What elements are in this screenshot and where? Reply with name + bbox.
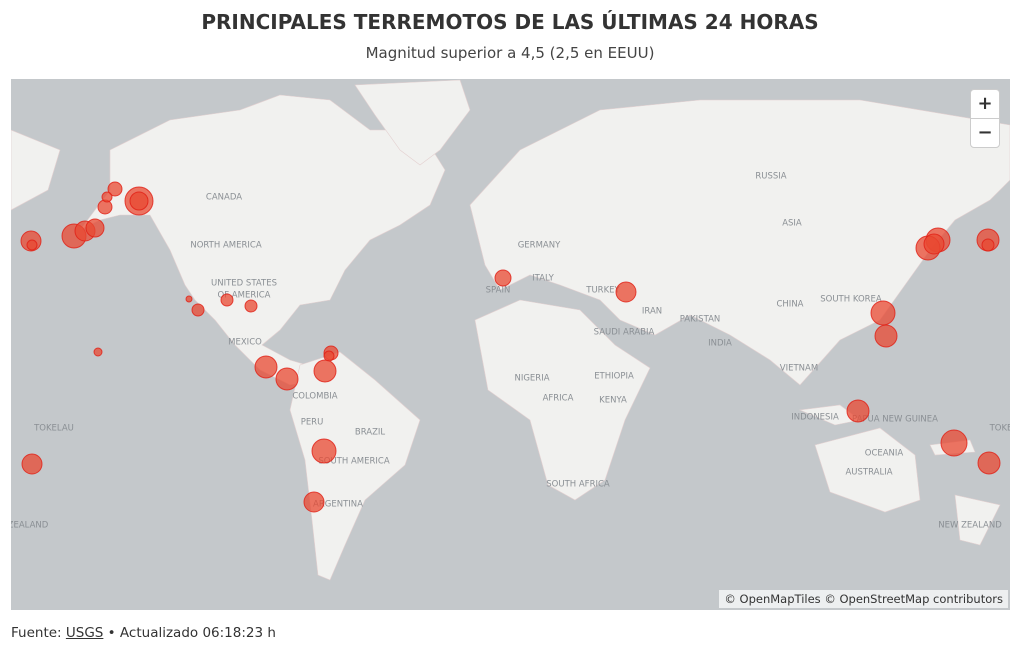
place-label: ZEALAND <box>11 521 49 531</box>
quake <box>323 350 335 362</box>
place-label: RUSSIA <box>755 172 786 182</box>
quake <box>101 191 113 203</box>
quake <box>313 359 337 383</box>
quake <box>107 181 123 197</box>
place-label: TURKEY <box>585 286 620 296</box>
place-label: SOUTH AMERICA <box>318 457 389 467</box>
footer: Fuente: USGS • Actualizado 06:18:23 h <box>11 625 276 641</box>
source-label: Fuente: <box>11 625 62 641</box>
map-labels: CANADA NORTH AMERICA UNITED STATES OF AM… <box>11 172 1010 531</box>
quake <box>93 347 103 357</box>
place-label: OF AMERICA <box>218 291 271 301</box>
place-label: AFRICA <box>543 394 574 404</box>
place-label: AUSTRALIA <box>845 468 892 478</box>
place-label: PAPUA NEW GUINEA <box>852 415 938 425</box>
map: CANADA NORTH AMERICA UNITED STATES OF AM… <box>11 79 1010 610</box>
quake <box>615 281 637 303</box>
quake <box>494 269 512 287</box>
zoom-out[interactable]: − <box>970 118 1000 148</box>
quake <box>244 299 258 313</box>
attribution: © OpenMapTiles © OpenStreetMap contribut… <box>719 590 1008 608</box>
place-label: SOUTH KOREA <box>820 295 882 305</box>
place-label: BRAZIL <box>355 428 386 438</box>
place-label: MEXICO <box>228 338 262 348</box>
subtitle: Magnitud superior a 4,5 (2,5 en EEUU) <box>365 44 655 62</box>
quake <box>977 451 1001 475</box>
quake <box>923 233 945 255</box>
place-label: KENYA <box>599 396 627 406</box>
quake <box>874 324 898 348</box>
place-label: VIETNAM <box>780 364 818 374</box>
place-label: PAKISTAN <box>680 315 721 325</box>
place-label: IRAN <box>642 307 662 317</box>
quake <box>303 491 325 513</box>
quake <box>981 238 995 252</box>
place-label: NORTH AMERICA <box>190 241 261 251</box>
quake <box>220 293 234 307</box>
place-label: NIGERIA <box>514 374 549 384</box>
place-label: NEW ZEALAND <box>938 521 1002 531</box>
quake <box>85 218 105 238</box>
quake <box>311 438 337 464</box>
place-label: CHINA <box>776 300 803 310</box>
place-label: SPAIN <box>486 286 511 296</box>
place-label: UNITED STATES <box>211 279 277 289</box>
place-label: INDIA <box>708 339 732 349</box>
place-label: SAUDI ARABIA <box>594 328 655 338</box>
place-label: CANADA <box>206 193 242 203</box>
quake <box>254 355 278 379</box>
quake <box>940 429 968 457</box>
place-label: ITALY <box>532 274 554 284</box>
quake <box>129 191 149 211</box>
quake <box>21 453 43 475</box>
quake <box>185 295 193 303</box>
place-label: ARGENTINA <box>313 500 363 510</box>
place-label: OCEANIA <box>865 449 904 459</box>
quake <box>191 303 205 317</box>
title: PRINCIPALES TERREMOTOS DE LAS ÚLTIMAS 24… <box>201 10 819 34</box>
place-label: GERMANY <box>518 241 561 251</box>
place-label: PERU <box>301 418 324 428</box>
place-label: TOKELAU <box>33 424 74 434</box>
place-label: COLOMBIA <box>292 392 337 402</box>
quake <box>275 367 299 391</box>
place-label: INDONESIA <box>791 413 839 423</box>
quake <box>870 300 896 326</box>
place-label: ETHIOPIA <box>594 372 634 382</box>
zoom-in[interactable]: + <box>970 89 1000 119</box>
quake <box>846 399 870 423</box>
place-label: ASIA <box>782 219 802 229</box>
earthquakes <box>20 181 1001 513</box>
source-link[interactable]: USGS <box>65 625 104 641</box>
quake <box>26 239 38 251</box>
place-label: TOKE <box>989 424 1010 434</box>
updated: • Actualizado 06:18:23 h <box>107 625 276 641</box>
place-label: SOUTH AFRICA <box>546 480 610 490</box>
